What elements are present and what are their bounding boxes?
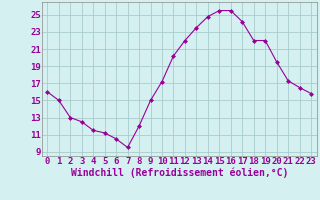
X-axis label: Windchill (Refroidissement éolien,°C): Windchill (Refroidissement éolien,°C) bbox=[70, 167, 288, 178]
